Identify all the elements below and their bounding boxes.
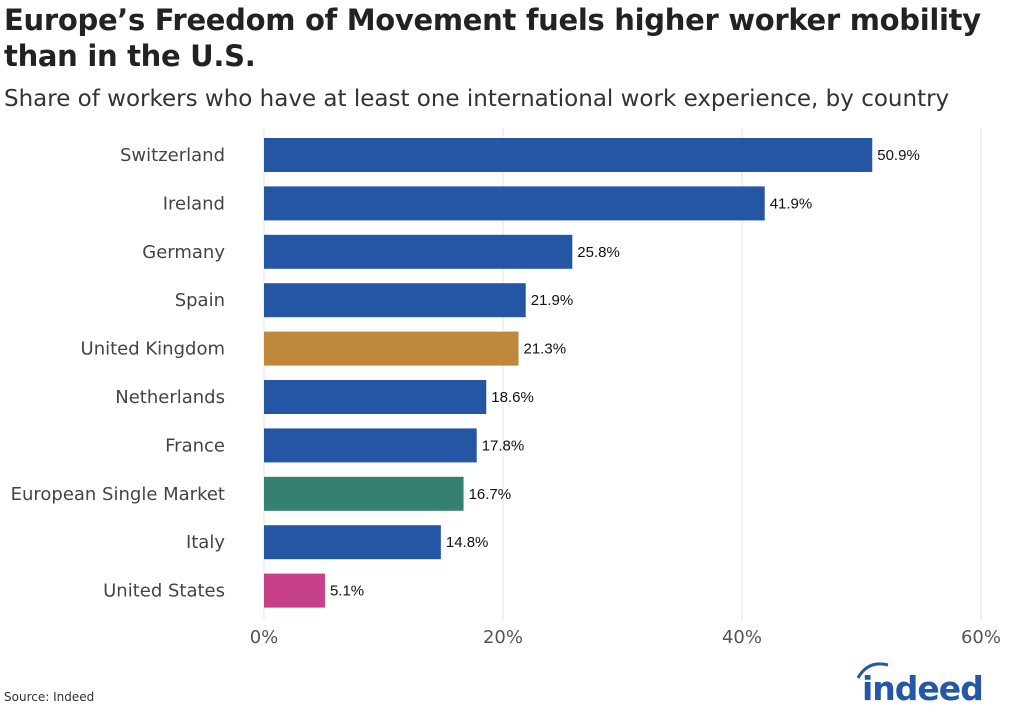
category-label: United Kingdom — [81, 339, 225, 360]
data-label: 25.8% — [577, 244, 620, 261]
bar-united-kingdom — [264, 331, 519, 366]
chart-title: Europe’s Freedom of Movement fuels highe… — [4, 3, 981, 73]
category-label: Switzerland — [120, 145, 225, 166]
data-label: 17.8% — [482, 437, 525, 454]
data-label: 5.1% — [330, 583, 364, 600]
x-tick-label: 20% — [483, 627, 523, 648]
category-label: Italy — [186, 532, 225, 553]
bar-switzerland — [264, 138, 873, 172]
data-label: 21.9% — [531, 292, 574, 309]
category-label: Netherlands — [115, 387, 225, 408]
data-label: 50.9% — [877, 147, 920, 164]
x-tick-label: 60% — [961, 627, 1001, 648]
x-tick-label: 40% — [722, 627, 762, 648]
bar-european-single-market — [264, 476, 464, 511]
bar-united-states — [264, 573, 325, 608]
bar-spain — [264, 283, 526, 318]
bar-netherlands — [264, 380, 487, 414]
data-label: 18.6% — [491, 389, 534, 406]
category-label: France — [165, 435, 225, 456]
category-label: United States — [103, 581, 225, 602]
bar-italy — [264, 525, 441, 560]
source-note: Source: Indeed — [4, 690, 95, 704]
data-label: 16.7% — [469, 486, 512, 503]
bar-ireland — [264, 186, 765, 221]
data-label: 21.3% — [524, 341, 567, 358]
bar-germany — [264, 234, 573, 269]
data-label: 41.9% — [770, 195, 813, 212]
x-tick-label: 0% — [250, 627, 279, 648]
category-label: Spain — [175, 290, 225, 311]
category-label: Ireland — [163, 193, 225, 214]
category-label: European Single Market — [11, 484, 225, 505]
bar-france — [264, 428, 477, 463]
category-label: Germany — [142, 242, 225, 263]
chart-subtitle: Share of workers who have at least one i… — [4, 86, 950, 112]
data-label: 14.8% — [446, 534, 489, 551]
